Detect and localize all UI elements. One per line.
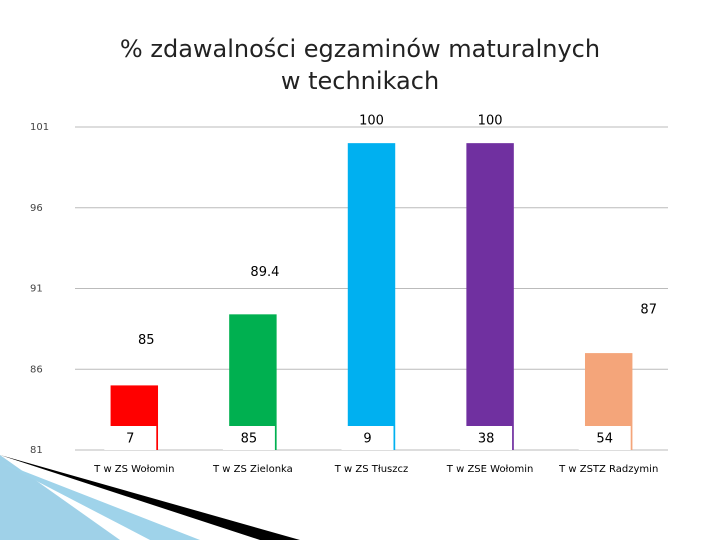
value-label: 100 — [359, 114, 384, 129]
y-tick-label: 101 — [30, 122, 49, 133]
y-tick-label: 81 — [30, 445, 43, 456]
x-tick-label: T w ZSTZ Radzymin — [558, 464, 658, 475]
x-tick-label: T w ZS Tłuszcz — [334, 464, 409, 475]
box-number: 7 — [126, 432, 134, 447]
box-number: 38 — [478, 432, 495, 447]
box-number: 85 — [241, 432, 258, 447]
number-box — [460, 426, 513, 450]
value-label: 100 — [478, 114, 503, 129]
bar — [466, 143, 514, 450]
x-tick-label: T w ZS Zielonka — [212, 464, 293, 475]
chart-title: w technikach — [281, 67, 439, 95]
value-label: 85 — [138, 333, 155, 348]
number-box — [341, 426, 394, 450]
x-tick-label: T w ZSE Wołomin — [446, 464, 534, 475]
bar — [347, 143, 396, 450]
number-box — [578, 426, 631, 450]
decoration — [0, 455, 300, 540]
number-box — [104, 426, 157, 450]
y-tick-label: 86 — [30, 364, 43, 375]
y-tick-label: 96 — [30, 203, 43, 214]
y-tick-label: 91 — [30, 284, 43, 295]
number-box — [222, 426, 275, 450]
value-label: 89.4 — [250, 265, 279, 280]
x-tick-label: T w ZS Wołomin — [93, 464, 174, 475]
value-label: 87 — [640, 303, 657, 318]
chart-title: % zdawalności egzaminów maturalnych — [120, 35, 600, 63]
box-number: 54 — [596, 432, 613, 447]
box-number: 9 — [363, 432, 371, 447]
